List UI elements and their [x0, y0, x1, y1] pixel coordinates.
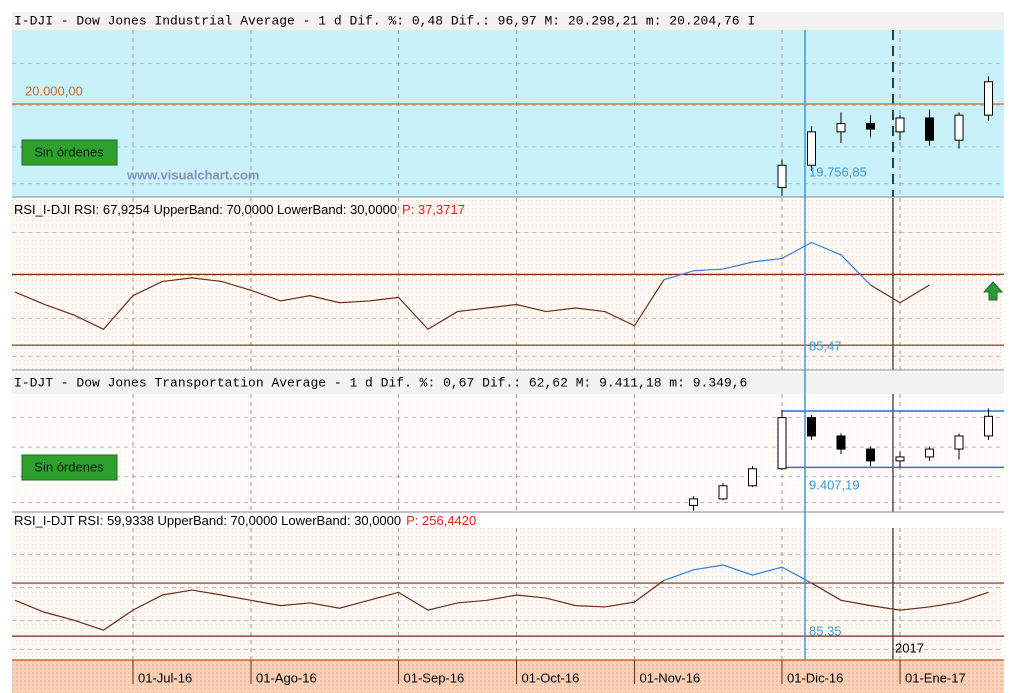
header-title: I-DJT - Dow Jones Transportation Average… — [14, 375, 747, 390]
candle-body — [866, 448, 875, 462]
candle-body — [807, 417, 816, 437]
x-tick-label: 01-Ago-16 — [256, 670, 317, 685]
candle-body — [689, 498, 698, 506]
candle-body — [984, 81, 993, 116]
rsi-p-value: P: 37,3717 — [402, 202, 465, 217]
candle-body — [954, 114, 964, 141]
signal-arrow — [982, 281, 1004, 301]
candle-body — [748, 468, 757, 487]
x-tick-label: 01-Nov-16 — [640, 670, 701, 685]
x-axis-background — [12, 660, 1004, 693]
candle-body — [777, 164, 787, 189]
rsi-p-value: P: 256,4420 — [406, 513, 476, 528]
candle-body — [895, 117, 905, 133]
candle-body — [984, 415, 993, 437]
cursor-value: 9.407,19 — [809, 477, 860, 492]
candle-body — [895, 456, 905, 462]
panel-background — [12, 528, 1004, 660]
year-label: 2017 — [895, 640, 924, 655]
cursor-value: 85,35 — [809, 623, 842, 638]
rsi-line — [663, 564, 812, 584]
header-title: RSI_I-DJI RSI: 67,9254 UpperBand: 70,000… — [14, 202, 465, 217]
cursor-value: 85,47 — [809, 338, 842, 353]
x-tick-label: 01-Dic-16 — [787, 670, 843, 685]
candle-body — [836, 123, 846, 133]
price-line-label: 20.000,00 — [25, 83, 83, 98]
x-tick-label: 01-Jul-16 — [138, 670, 192, 685]
rsi-params: RSI_I-DJT RSI: 59,9338 UpperBand: 70,000… — [14, 513, 401, 528]
x-tick-label: 01-Oct-16 — [522, 670, 580, 685]
orders-button[interactable]: Sin órdenes — [34, 459, 104, 474]
header-title: RSI_I-DJT RSI: 59,9338 UpperBand: 70,000… — [14, 513, 476, 528]
candle-body — [866, 123, 875, 130]
orders-button-bg[interactable] — [21, 454, 118, 481]
candle-body — [925, 117, 934, 141]
orders-button[interactable]: Sin órdenes — [34, 144, 104, 159]
x-tick-label: 01-Sep-16 — [404, 670, 465, 685]
rsi-line — [14, 579, 989, 631]
panel-background — [12, 30, 1004, 197]
cursor-value: 19.756,85 — [809, 164, 867, 179]
header-background — [12, 12, 1004, 30]
rsi-line — [663, 241, 871, 286]
plot-area: 20.000,00 Sin órdenes www.visualchart.com I… — [12, 12, 1004, 693]
x-tick-label: 01-Ene-17 — [905, 670, 966, 685]
watermark: www.visualchart.com — [126, 167, 259, 182]
header-title: I-DJI - Dow Jones Industrial Average - 1… — [14, 13, 755, 28]
rsi-line — [14, 277, 930, 331]
candle-body — [777, 417, 787, 470]
candle-body — [718, 485, 728, 500]
candle-body — [954, 435, 964, 450]
orders-button-bg[interactable] — [21, 139, 118, 166]
panel-background — [12, 198, 1004, 370]
candle-body — [925, 448, 934, 458]
header-background — [12, 372, 1004, 394]
panel-pattern — [12, 394, 1004, 512]
rsi-params: RSI_I-DJI RSI: 67,9254 UpperBand: 70,000… — [14, 202, 397, 217]
candle-body — [807, 131, 816, 166]
candle-body — [836, 435, 846, 450]
